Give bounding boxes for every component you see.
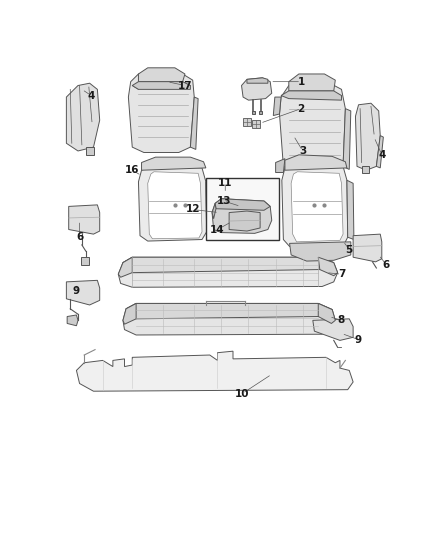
Text: 1: 1 [297,77,305,87]
Polygon shape [291,172,343,242]
Polygon shape [86,147,93,155]
Polygon shape [282,164,348,246]
Polygon shape [148,172,202,239]
Polygon shape [212,203,216,219]
Text: 4: 4 [378,150,385,160]
Polygon shape [241,78,272,100]
Polygon shape [212,199,272,233]
Polygon shape [281,91,342,100]
Polygon shape [353,234,382,262]
Polygon shape [318,303,336,324]
Polygon shape [132,82,191,90]
Text: 14: 14 [210,224,225,235]
Polygon shape [251,111,255,114]
Text: 7: 7 [338,269,345,279]
Polygon shape [252,120,260,128]
Text: 5: 5 [346,245,353,255]
Polygon shape [77,351,353,391]
Polygon shape [215,199,270,210]
Polygon shape [123,303,336,335]
Text: 3: 3 [299,146,306,156]
Polygon shape [279,83,346,172]
Text: 12: 12 [185,205,200,214]
Polygon shape [273,97,281,116]
Polygon shape [141,157,206,170]
Polygon shape [362,166,369,173]
Polygon shape [206,182,213,234]
Polygon shape [285,155,347,170]
Polygon shape [276,159,285,173]
Text: 17: 17 [178,80,192,91]
Text: 6: 6 [76,232,83,242]
Polygon shape [126,303,332,319]
Polygon shape [290,242,351,261]
Polygon shape [128,74,194,152]
Polygon shape [123,257,334,273]
Polygon shape [118,257,132,277]
Polygon shape [191,97,198,149]
Polygon shape [247,78,268,83]
Text: 16: 16 [125,165,139,175]
Text: 9: 9 [73,286,80,296]
Text: 2: 2 [297,103,305,114]
Text: 10: 10 [235,389,250,399]
Polygon shape [259,111,262,114]
Text: 11: 11 [218,179,233,188]
Polygon shape [67,280,100,305]
Text: 4: 4 [88,91,95,101]
Text: 13: 13 [216,196,231,206]
Text: 6: 6 [383,260,390,270]
Polygon shape [69,205,100,234]
Bar [206,178,279,239]
Polygon shape [376,135,383,168]
Polygon shape [347,180,354,239]
Polygon shape [81,257,89,265]
Polygon shape [118,257,338,287]
Polygon shape [138,166,207,241]
Polygon shape [289,74,336,91]
Polygon shape [318,257,338,276]
Text: 8: 8 [338,316,345,325]
Polygon shape [123,303,136,324]
Text: 9: 9 [355,335,362,345]
Polygon shape [67,315,78,326]
Polygon shape [343,109,351,169]
Polygon shape [313,319,353,341]
Polygon shape [356,103,380,170]
Polygon shape [138,68,185,82]
Polygon shape [243,118,251,126]
Polygon shape [229,211,260,231]
Polygon shape [67,83,100,151]
